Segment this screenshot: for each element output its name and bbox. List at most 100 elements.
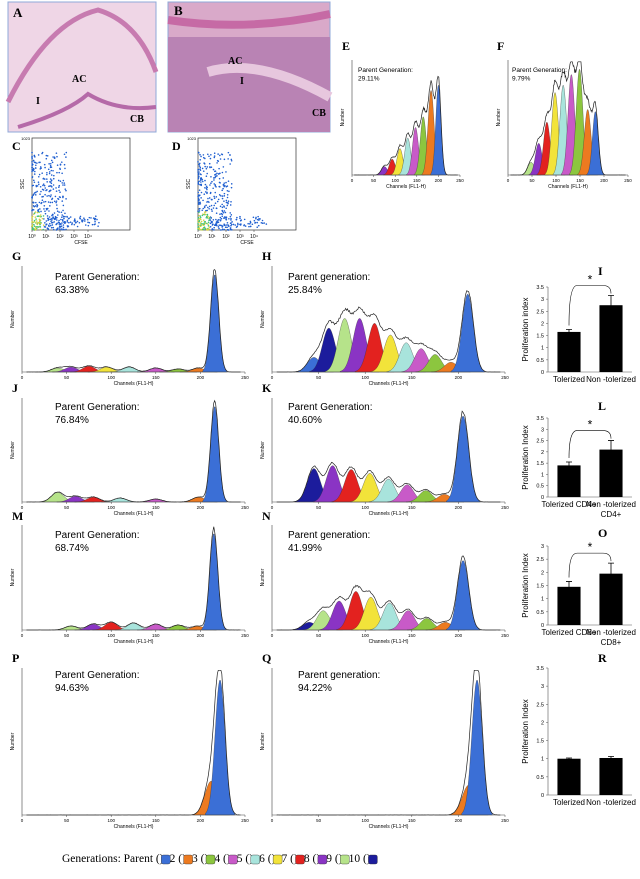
x-tick-label: 150 xyxy=(408,818,416,823)
dot xyxy=(231,229,233,231)
dot xyxy=(66,221,69,223)
dot xyxy=(208,207,210,210)
dot xyxy=(218,227,220,230)
dot xyxy=(41,152,43,155)
x-tick-label: Tolerized CD4+ xyxy=(541,500,597,509)
x-tick-label: 250 xyxy=(501,375,509,380)
dot xyxy=(198,218,200,220)
dot xyxy=(213,229,215,231)
dot xyxy=(39,226,42,228)
dot xyxy=(228,190,230,193)
dot xyxy=(216,159,219,162)
x-tick-label: 150 xyxy=(413,178,421,183)
dot xyxy=(218,185,221,188)
dot xyxy=(225,171,227,173)
dot xyxy=(53,200,56,203)
tissue xyxy=(206,62,333,102)
dot xyxy=(209,157,212,160)
panel-label: A xyxy=(13,5,23,20)
x-tick-label: 250 xyxy=(501,505,509,510)
dot xyxy=(213,156,216,159)
percent: 9.79% xyxy=(512,75,531,82)
x-tick-label: Tolerized xyxy=(552,375,585,384)
x-tick-label: Tolerized CD8+ xyxy=(541,628,597,637)
dot xyxy=(213,155,216,157)
dot xyxy=(197,223,199,225)
dot xyxy=(205,209,207,212)
dot xyxy=(207,221,210,224)
dot xyxy=(197,181,200,183)
dot xyxy=(50,159,53,162)
x-axis-label: Channels (FL1-H) xyxy=(548,184,588,190)
dot xyxy=(62,215,65,218)
x-tick-label: 50 xyxy=(316,375,322,380)
dot xyxy=(74,221,77,224)
dot xyxy=(203,221,206,223)
dot xyxy=(49,162,52,165)
dot xyxy=(197,227,200,230)
panel-label: K xyxy=(262,381,272,395)
dot xyxy=(32,193,35,195)
dot xyxy=(257,224,260,227)
dot xyxy=(37,181,40,183)
y-tick-label: 1 xyxy=(541,757,544,763)
dot xyxy=(46,173,48,176)
dot xyxy=(36,203,38,206)
dot xyxy=(49,222,51,225)
dot xyxy=(47,219,49,221)
dot xyxy=(47,168,50,171)
dot xyxy=(198,208,200,210)
dot xyxy=(36,223,39,226)
y-tick-label: 1023 xyxy=(21,136,31,141)
dot xyxy=(206,172,208,175)
bar xyxy=(599,449,623,497)
y-tick-label: 3.5 xyxy=(536,416,544,422)
dot xyxy=(68,217,70,220)
dot xyxy=(55,219,58,221)
dot xyxy=(236,216,238,219)
caption: Parent generation: xyxy=(288,530,370,541)
dot xyxy=(218,218,220,221)
dot xyxy=(60,225,63,227)
dot xyxy=(202,199,204,202)
y-tick-label: 0.5 xyxy=(536,358,544,364)
dot xyxy=(46,207,49,210)
significance-star: * xyxy=(588,418,593,432)
generation-peak xyxy=(450,293,485,373)
dot xyxy=(38,201,41,204)
dot xyxy=(232,223,235,226)
x-tick-label: 150 xyxy=(408,375,416,380)
dot xyxy=(83,218,86,221)
dot xyxy=(43,218,45,220)
legend-label: 8 xyxy=(304,853,310,865)
dot xyxy=(218,172,221,175)
dot xyxy=(49,218,52,221)
x-axis-label: Channels (FL1-H) xyxy=(114,381,154,387)
dot xyxy=(199,218,202,221)
dot xyxy=(202,154,205,156)
dot xyxy=(230,219,232,221)
dot xyxy=(33,225,36,227)
generation-peak xyxy=(446,415,480,503)
dot xyxy=(39,222,42,225)
dot xyxy=(42,215,45,217)
dot xyxy=(203,223,205,225)
percent: 29.11% xyxy=(358,75,380,82)
dot xyxy=(39,168,42,170)
x-tick-label: 200 xyxy=(455,505,463,510)
legend-prefix: Generations: xyxy=(62,853,121,865)
dot xyxy=(207,197,209,200)
dot xyxy=(224,216,227,219)
dot xyxy=(229,154,231,156)
dot xyxy=(197,151,200,154)
dot xyxy=(32,184,35,187)
dot xyxy=(235,218,238,221)
x-tick-label: 100 xyxy=(107,818,115,823)
percent: 68.74% xyxy=(55,543,89,554)
bar xyxy=(557,465,581,497)
y-tick-label: 1.5 xyxy=(536,334,544,340)
x-tick-label: 50 xyxy=(316,633,322,638)
dot xyxy=(31,166,33,169)
x-tick-label: 150 xyxy=(408,633,416,638)
dot xyxy=(56,210,59,213)
